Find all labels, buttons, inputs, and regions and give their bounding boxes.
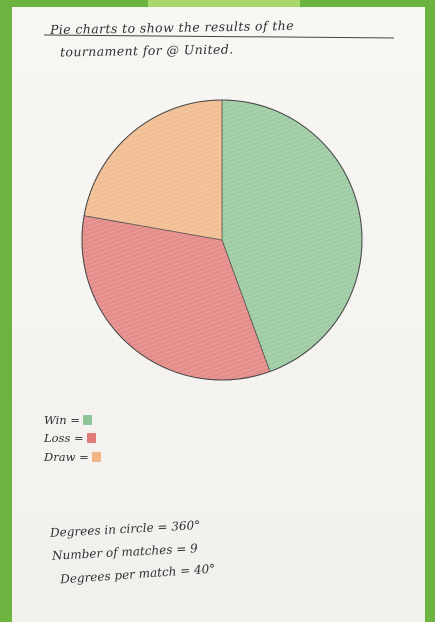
pie-slice-texture-win <box>222 100 363 372</box>
pie-slice-texture-draw <box>84 100 222 240</box>
legend-item-loss: Loss = <box>44 431 96 445</box>
legend-item-win: Win = <box>44 413 92 427</box>
legend-swatch-draw <box>91 452 101 462</box>
pie-outline <box>81 99 363 381</box>
legend-label-win: Win = <box>44 413 80 427</box>
legend-item-draw: Draw = <box>44 450 101 464</box>
legend-swatch-loss <box>86 433 96 443</box>
pie-slice-texture-loss <box>82 215 270 381</box>
legend-swatch-win <box>83 415 92 425</box>
legend-label-loss: Loss = <box>44 431 84 445</box>
top-strip <box>148 0 300 7</box>
legend-label-draw: Draw = <box>44 450 89 464</box>
